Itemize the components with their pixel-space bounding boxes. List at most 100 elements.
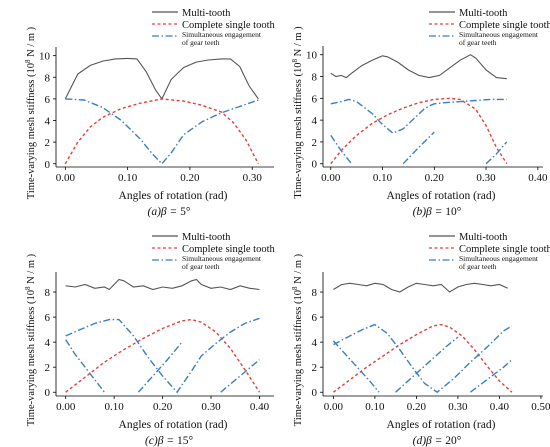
legend-label: Simultaneous engagement bbox=[182, 254, 262, 263]
legend-label: of gear teeth bbox=[459, 262, 497, 271]
series-simultaneous-engagement bbox=[65, 317, 260, 394]
y-tick-label: 0 bbox=[312, 387, 318, 399]
series-simultaneous-engagement bbox=[469, 359, 513, 393]
chart-panel: 0 2 4 6 8 0.00 0.10 0.20 0.30 0.40 Time-varying me… bbox=[24, 232, 275, 447]
y-tick-label: 2 bbox=[312, 362, 318, 374]
series-multi-tooth bbox=[64, 57, 259, 100]
series-multi-tooth bbox=[330, 54, 507, 80]
y-tick-label: 4 bbox=[45, 116, 51, 128]
x-tick-label: 0.30 bbox=[476, 172, 496, 184]
y-tick-label: 10 bbox=[306, 50, 318, 62]
legend-label: Simultaneous engagement bbox=[459, 30, 539, 39]
panel-caption: (b)β = 10° bbox=[413, 206, 462, 218]
x-tick-label: 0.40 bbox=[490, 401, 510, 413]
y-tick-label: 2 bbox=[312, 137, 318, 149]
y-tick-label: 8 bbox=[312, 287, 318, 299]
legend-label: Multi-tooth bbox=[182, 232, 231, 243]
series-simultaneous-engagement bbox=[332, 340, 380, 393]
x-tick-label: 0.50 bbox=[531, 401, 550, 413]
series-simultaneous-engagement bbox=[333, 323, 513, 394]
legend-label: Multi-tooth bbox=[459, 232, 508, 243]
legend-label: Simultaneous engagement bbox=[182, 30, 262, 39]
chart-panel: 0 2 4 6 8 10 0.00 0.10 0.20 0.30 0.40 Time-varying … bbox=[291, 8, 550, 218]
panel-caption: (c)β = 15° bbox=[145, 435, 194, 447]
legend-label: Complete single tooth bbox=[459, 20, 550, 31]
y-tick-label: 8 bbox=[45, 287, 51, 299]
legend-label: Multi-tooth bbox=[459, 8, 508, 19]
x-tick-label: 0.30 bbox=[243, 172, 263, 184]
y-axis-label: Time-varying mesh stiffness (108 N / m ) bbox=[291, 26, 304, 199]
series-complete-single-tooth bbox=[332, 323, 513, 393]
y-tick-label: 6 bbox=[45, 312, 51, 324]
y-tick-label: 8 bbox=[312, 72, 318, 84]
y-tick-label: 4 bbox=[312, 337, 318, 349]
y-tick-label: 4 bbox=[312, 115, 318, 127]
x-tick-label: 0.10 bbox=[365, 401, 385, 413]
legend-label: Simultaneous engagement bbox=[459, 254, 539, 263]
x-tick-label: 0.40 bbox=[528, 172, 548, 184]
x-tick-label: 0.20 bbox=[407, 401, 427, 413]
y-axis-label: Time-varying mesh stiffness (108 N / m ) bbox=[24, 253, 37, 426]
y-axis-label: Time-varying mesh stiffness (108 N / m ) bbox=[24, 26, 37, 199]
panel-caption: (d)β = 20° bbox=[413, 435, 462, 447]
x-tick-label: 0.40 bbox=[250, 401, 270, 413]
legend-label: of gear teeth bbox=[182, 38, 220, 47]
y-tick-label: 6 bbox=[312, 312, 318, 324]
x-axis-label: Angles of rotation (rad) bbox=[387, 190, 496, 202]
legend-label: of gear teeth bbox=[459, 38, 497, 47]
y-tick-label: 0 bbox=[312, 159, 318, 171]
x-tick-label: 0.20 bbox=[180, 172, 200, 184]
y-tick-label: 2 bbox=[45, 362, 51, 374]
series-simultaneous-engagement bbox=[137, 341, 183, 393]
y-tick-label: 0 bbox=[45, 387, 51, 399]
x-tick-label: 0.00 bbox=[56, 401, 76, 413]
y-tick-label: 6 bbox=[45, 94, 51, 106]
x-axis-label: Angles of rotation (rad) bbox=[119, 190, 228, 202]
x-tick-label: 0.00 bbox=[324, 401, 344, 413]
y-tick-label: 6 bbox=[312, 93, 318, 105]
x-tick-label: 0.00 bbox=[321, 172, 341, 184]
panel-caption: (a)β = 5° bbox=[147, 206, 190, 218]
series-simultaneous-engagement bbox=[395, 336, 459, 393]
x-tick-label: 0.30 bbox=[448, 401, 468, 413]
x-tick-label: 0.10 bbox=[105, 401, 125, 413]
series-simultaneous-engagement bbox=[330, 98, 507, 135]
x-tick-label: 0.10 bbox=[373, 172, 393, 184]
y-tick-label: 4 bbox=[45, 337, 51, 349]
legend-label: of gear teeth bbox=[182, 262, 220, 271]
series-simultaneous-engagement bbox=[65, 98, 259, 165]
x-axis-label: Angles of rotation (rad) bbox=[387, 419, 496, 431]
series-multi-tooth bbox=[65, 278, 260, 291]
series-simultaneous-engagement bbox=[330, 135, 353, 165]
x-tick-label: 0.30 bbox=[201, 401, 221, 413]
chart-panel: 0 2 4 6 8 10 0.00 0.10 0.20 0.30 Time-varying mesh… bbox=[24, 8, 275, 218]
series-simultaneous-engagement bbox=[402, 131, 435, 165]
x-tick-label: 0.20 bbox=[425, 172, 445, 184]
legend-label: Complete single tooth bbox=[182, 20, 275, 31]
series-simultaneous-engagement bbox=[220, 359, 260, 393]
series-simultaneous-engagement bbox=[485, 141, 508, 165]
y-axis-label: Time-varying mesh stiffness (108 N / m ) bbox=[291, 253, 304, 426]
x-tick-label: 0.10 bbox=[118, 172, 138, 184]
series-simultaneous-engagement bbox=[65, 339, 105, 393]
chart-panel: 0 2 4 6 8 0.00 0.10 0.20 0.30 0.40 0.50 Time-varyin… bbox=[291, 232, 550, 447]
series-multi-tooth bbox=[333, 282, 508, 293]
series-complete-single-tooth bbox=[64, 98, 260, 165]
y-tick-label: 0 bbox=[45, 159, 51, 171]
series-complete-single-tooth bbox=[65, 318, 261, 393]
legend-label: Complete single tooth bbox=[182, 244, 275, 255]
y-tick-label: 2 bbox=[45, 137, 51, 149]
x-axis-label: Angles of rotation (rad) bbox=[119, 419, 228, 431]
x-tick-label: 0.00 bbox=[56, 172, 76, 184]
y-tick-label: 8 bbox=[45, 72, 51, 84]
series-complete-single-tooth bbox=[330, 97, 508, 165]
y-tick-label: 10 bbox=[39, 51, 51, 63]
legend-label: Multi-tooth bbox=[182, 8, 231, 19]
legend-label: Complete single tooth bbox=[459, 244, 550, 255]
x-tick-label: 0.20 bbox=[153, 401, 173, 413]
